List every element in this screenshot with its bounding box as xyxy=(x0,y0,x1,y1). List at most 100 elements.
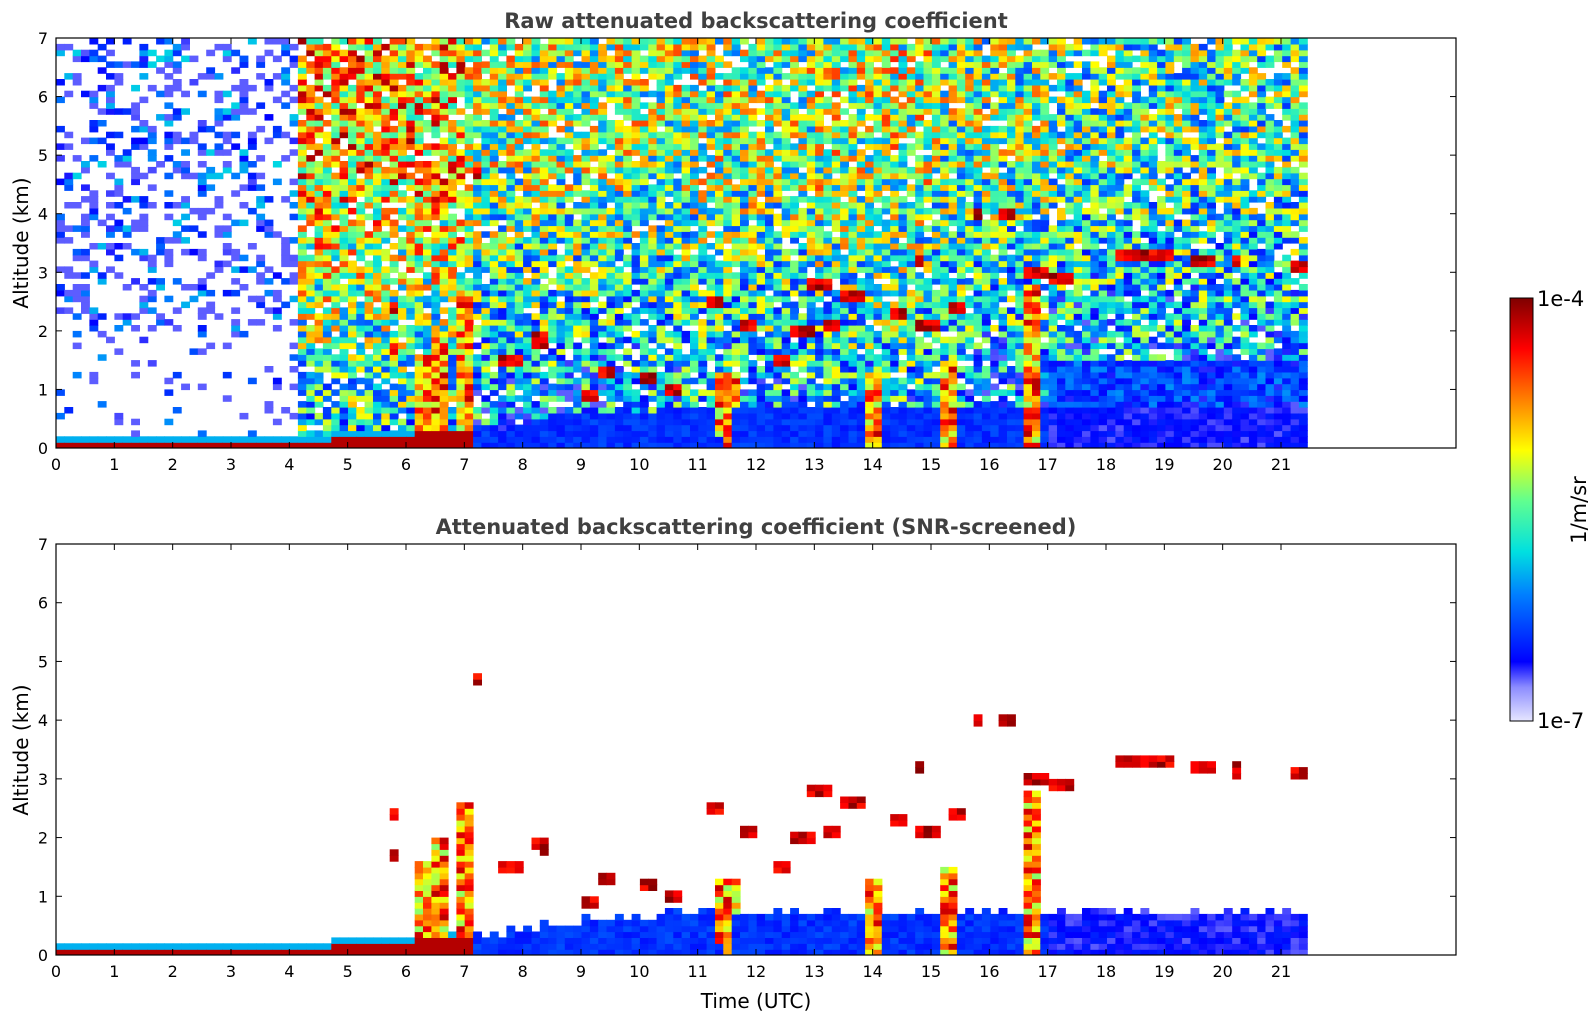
heatmap-cell xyxy=(556,231,566,238)
heatmap-cell xyxy=(648,243,658,250)
heatmap-cell xyxy=(348,325,357,332)
heatmap-cell xyxy=(706,307,716,314)
heatmap-cell xyxy=(306,114,316,121)
heatmap-cell xyxy=(172,219,182,227)
heatmap-cell xyxy=(373,161,382,168)
heatmap-cell xyxy=(56,213,65,221)
heatmap-cell xyxy=(648,418,658,426)
heatmap-cell xyxy=(765,284,774,291)
heatmap-cell xyxy=(464,442,474,448)
heatmap-cell xyxy=(414,143,424,150)
heatmap-cell xyxy=(231,219,241,227)
heatmap-cell xyxy=(464,360,474,367)
heatmap-cell xyxy=(456,319,466,326)
heatmap-cell xyxy=(514,196,524,203)
heatmap-cell xyxy=(631,424,641,432)
heatmap-cell xyxy=(790,225,799,232)
heatmap-cell xyxy=(114,412,124,420)
heatmap-cell xyxy=(398,278,407,285)
heatmap-cell xyxy=(439,202,449,209)
heatmap-cell xyxy=(473,172,482,180)
heatmap-cell xyxy=(564,360,574,367)
heatmap-cell xyxy=(648,120,658,127)
heatmap-cell xyxy=(765,407,774,414)
heatmap-cell xyxy=(589,125,599,133)
heatmap-cell xyxy=(664,49,674,57)
heatmap-cell xyxy=(489,330,499,338)
heatmap-cell xyxy=(548,330,558,338)
heatmap-cell xyxy=(589,430,599,437)
heatmap-cell xyxy=(815,266,824,273)
heatmap-cell xyxy=(389,137,399,145)
heatmap-cell xyxy=(231,248,241,256)
heatmap-cell xyxy=(306,161,316,168)
heatmap-cell xyxy=(756,38,766,45)
heatmap-cell xyxy=(389,243,399,250)
heatmap-cell xyxy=(556,377,566,385)
heatmap-cell xyxy=(364,237,374,244)
heatmap-cell xyxy=(523,313,532,320)
heatmap-cell xyxy=(239,79,249,86)
heatmap-cell xyxy=(723,43,733,51)
heatmap-cell xyxy=(573,442,583,448)
heatmap-cell xyxy=(356,61,366,68)
heatmap-cell xyxy=(531,49,541,57)
heatmap-cell xyxy=(356,219,366,227)
heatmap-cell xyxy=(331,225,341,232)
heatmap-cell xyxy=(506,336,516,344)
heatmap-cell xyxy=(348,313,357,320)
heatmap-cell xyxy=(147,295,157,303)
heatmap-cell xyxy=(439,407,449,414)
heatmap-cell xyxy=(398,49,407,57)
heatmap-cell xyxy=(614,377,624,385)
heatmap-cell xyxy=(848,137,858,145)
heatmap-cell xyxy=(798,377,808,385)
heatmap-cell xyxy=(464,125,474,133)
heatmap-cell xyxy=(848,120,858,127)
heatmap-cell xyxy=(348,377,357,385)
heatmap-cell xyxy=(639,336,649,344)
heatmap-cell xyxy=(322,55,332,63)
heatmap-cell xyxy=(398,389,407,396)
heatmap-cell xyxy=(489,79,499,86)
heatmap-cell xyxy=(731,67,741,74)
heatmap-cell xyxy=(489,237,499,244)
heatmap-cell xyxy=(114,184,124,191)
heatmap-cell xyxy=(773,172,783,180)
heatmap-cell xyxy=(406,55,416,63)
heatmap-cell xyxy=(439,161,449,168)
heatmap-cell xyxy=(498,360,507,367)
heatmap-cell xyxy=(623,184,633,191)
heatmap-cell xyxy=(314,172,324,180)
heatmap-cell xyxy=(364,213,374,221)
heatmap-cell xyxy=(256,102,266,109)
heatmap-cell xyxy=(389,67,399,74)
heatmap-cell xyxy=(523,278,532,285)
heatmap-cell xyxy=(506,237,516,244)
heatmap-cell xyxy=(498,120,507,127)
heatmap-cell xyxy=(723,84,733,92)
heatmap-cell xyxy=(798,73,808,80)
heatmap-cell xyxy=(389,418,399,426)
heatmap-cell xyxy=(331,137,341,145)
heatmap-cell xyxy=(423,149,432,156)
heatmap-cell xyxy=(606,366,616,373)
heatmap-cell xyxy=(498,330,507,338)
heatmap-cell xyxy=(706,73,716,80)
heatmap-cell xyxy=(523,67,532,74)
heatmap-cell xyxy=(756,430,766,437)
heatmap-cell xyxy=(573,407,583,414)
heatmap-cell xyxy=(781,231,791,238)
heatmap-cell xyxy=(556,260,566,268)
heatmap-cell xyxy=(306,155,316,162)
heatmap-cell xyxy=(723,166,733,174)
heatmap-cell xyxy=(364,120,374,127)
heatmap-cell xyxy=(556,190,566,197)
heatmap-cell xyxy=(840,55,849,63)
heatmap-cell xyxy=(614,149,624,156)
heatmap-cell xyxy=(798,342,808,350)
heatmap-cell xyxy=(773,43,783,51)
heatmap-cell xyxy=(431,184,441,191)
heatmap-cell xyxy=(331,248,341,256)
heatmap-cell xyxy=(706,196,716,203)
